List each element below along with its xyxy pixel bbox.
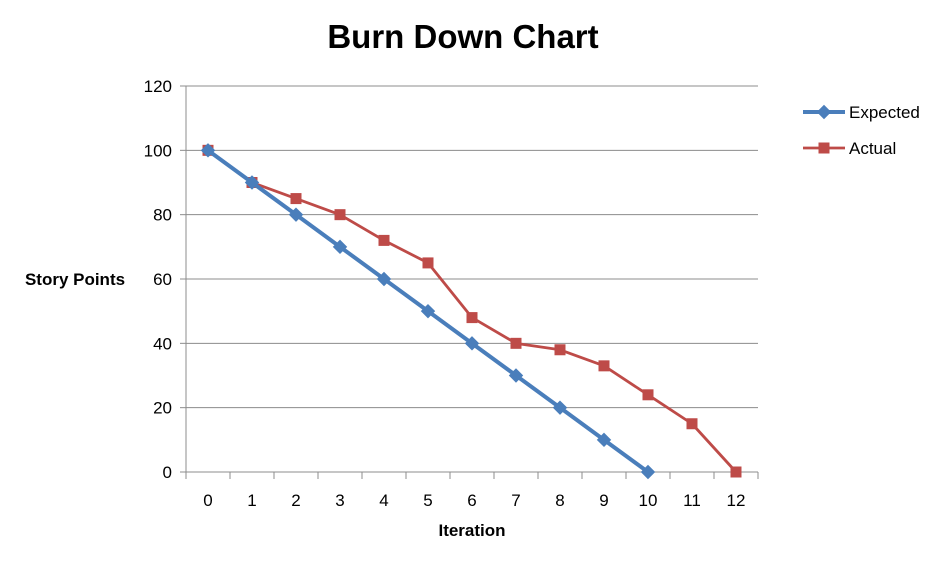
data-point-expected bbox=[464, 336, 480, 351]
data-point-actual bbox=[730, 466, 742, 478]
data-point-expected bbox=[508, 368, 524, 383]
x-tick-label: 8 bbox=[555, 491, 564, 510]
legend-label-expected: Expected bbox=[849, 103, 920, 122]
y-tick-label: 0 bbox=[163, 463, 172, 482]
data-point-actual bbox=[466, 312, 478, 324]
y-tick-label: 80 bbox=[153, 206, 172, 225]
data-point-actual bbox=[334, 209, 346, 221]
y-tick-label: 40 bbox=[153, 334, 172, 353]
data-point-actual bbox=[642, 389, 654, 401]
legend-label-actual: Actual bbox=[849, 139, 896, 158]
data-point-expected bbox=[288, 207, 304, 222]
legend-item-expected: Expected bbox=[803, 103, 920, 122]
data-point-expected bbox=[332, 239, 348, 255]
series-actual bbox=[202, 144, 742, 478]
legend-marker-actual bbox=[818, 142, 830, 154]
x-tick-label: 6 bbox=[467, 491, 476, 510]
data-point-actual bbox=[378, 234, 390, 246]
x-tick-label: 3 bbox=[335, 491, 344, 510]
data-point-expected bbox=[640, 464, 656, 480]
data-point-actual bbox=[422, 257, 434, 269]
x-tick-label: 5 bbox=[423, 491, 432, 510]
y-tick-label: 20 bbox=[153, 399, 172, 418]
data-point-expected bbox=[596, 432, 612, 448]
data-point-actual bbox=[510, 337, 522, 349]
x-tick-label: 11 bbox=[683, 491, 701, 510]
legend: Expected Actual bbox=[803, 103, 920, 158]
data-point-expected bbox=[420, 303, 436, 319]
legend-item-actual: Actual bbox=[803, 139, 896, 158]
data-point-actual bbox=[290, 193, 302, 205]
legend-marker-expected bbox=[816, 104, 832, 120]
chart-title: Burn Down Chart bbox=[327, 18, 598, 55]
x-tick-label: 1 bbox=[247, 491, 256, 510]
data-point-expected bbox=[376, 271, 392, 287]
x-tick-label: 0 bbox=[203, 491, 212, 510]
y-tick-label: 120 bbox=[144, 77, 172, 96]
y-tick-label: 100 bbox=[144, 141, 172, 160]
x-axis-title: Iteration bbox=[438, 521, 505, 540]
series-expected bbox=[200, 143, 656, 480]
data-point-expected bbox=[552, 400, 568, 415]
x-tick-label: 7 bbox=[511, 491, 520, 510]
x-tick-label: 2 bbox=[291, 491, 300, 510]
data-point-expected bbox=[244, 175, 260, 190]
x-tick-label: 10 bbox=[639, 491, 658, 510]
y-axis-title: Story Points bbox=[25, 270, 125, 289]
data-point-actual bbox=[686, 418, 698, 430]
x-tick-label: 12 bbox=[727, 491, 746, 510]
x-tick-label: 4 bbox=[379, 491, 388, 510]
x-tick-label: 9 bbox=[599, 491, 608, 510]
data-point-actual bbox=[554, 344, 566, 356]
data-point-expected bbox=[200, 143, 216, 158]
y-tick-label: 60 bbox=[153, 270, 172, 289]
gridlines bbox=[186, 85, 758, 409]
data-point-actual bbox=[598, 360, 610, 372]
series-line-actual bbox=[207, 149, 738, 473]
series-layer bbox=[200, 143, 742, 480]
